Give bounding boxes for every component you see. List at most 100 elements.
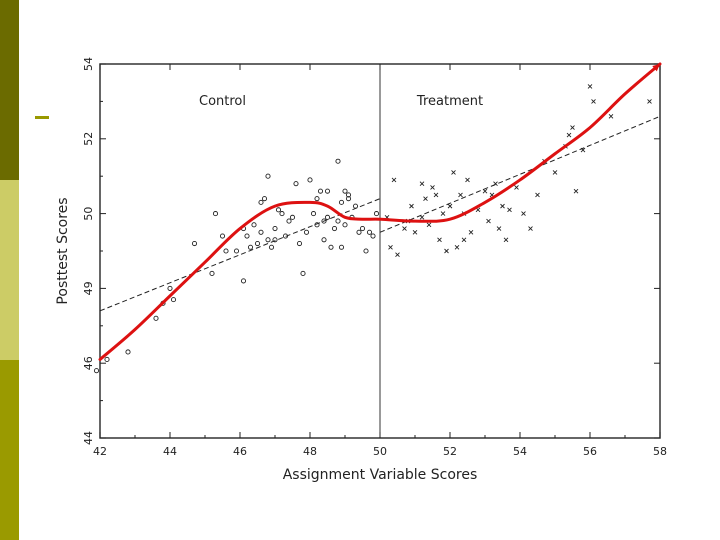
- y-tick-label: 52: [82, 132, 95, 146]
- y-tick-label: 49: [82, 281, 95, 295]
- control-point: [272, 237, 278, 243]
- stripe-top: [0, 0, 19, 180]
- control-point: [293, 181, 299, 187]
- control-point: [335, 158, 341, 164]
- decorative-dash: [35, 116, 49, 119]
- treatment-point: [423, 196, 428, 201]
- control-point: [265, 173, 271, 179]
- x-tick-label: 46: [233, 445, 247, 458]
- control-point: [331, 226, 338, 232]
- control-point: [275, 207, 282, 213]
- treatment-point: [433, 192, 439, 198]
- control-point: [244, 233, 250, 239]
- control-point: [254, 240, 261, 247]
- treatment-point: [419, 215, 425, 220]
- treatment-point: [402, 226, 407, 231]
- control-point: [317, 188, 324, 194]
- treatment-point: [461, 237, 467, 243]
- control-point: [321, 218, 327, 224]
- control-point: [191, 240, 198, 247]
- control-point: [338, 199, 345, 205]
- control-point: [335, 218, 341, 224]
- treatment-point: [647, 99, 652, 104]
- control-point: [104, 356, 110, 363]
- stripe-middle: [0, 180, 19, 360]
- treatment-point: [591, 99, 596, 104]
- treatment-point: [580, 147, 586, 153]
- control-point: [170, 297, 177, 303]
- control-point: [342, 188, 348, 194]
- treatment-point: [447, 203, 453, 209]
- control-point: [328, 244, 334, 250]
- treatment-point: [573, 188, 579, 194]
- control-point: [212, 211, 219, 217]
- x-tick-label: 58: [653, 445, 667, 458]
- y-tick-label: 54: [82, 57, 95, 71]
- treatment-point: [444, 248, 449, 254]
- x-axis-label: Assignment Variable Scores: [283, 467, 478, 483]
- control-point: [261, 196, 268, 202]
- y-tick-label: 44: [82, 431, 95, 445]
- regression-line: [379, 115, 661, 233]
- control-point: [310, 211, 317, 217]
- treatment-point: [507, 207, 512, 213]
- control-point: [321, 237, 327, 243]
- treatment-point: [412, 229, 418, 235]
- control-point: [342, 222, 348, 228]
- control-point: [153, 315, 159, 321]
- control-point: [289, 214, 296, 220]
- x-tick-label: 42: [93, 445, 107, 458]
- regression-line: [99, 198, 381, 312]
- control-point: [314, 222, 320, 228]
- fitted-curve: [98, 62, 662, 361]
- control-point: [265, 237, 271, 243]
- control-point: [338, 244, 345, 250]
- control-point: [247, 244, 254, 250]
- y-tick-label: 50: [82, 207, 95, 221]
- control-point: [363, 248, 369, 254]
- treatment-point: [570, 125, 575, 130]
- treatment-point: [426, 222, 432, 228]
- treatment-point: [535, 192, 540, 198]
- control-point: [251, 222, 257, 228]
- treatment-point: [419, 181, 425, 186]
- control-point: [366, 229, 373, 235]
- y-axis-label: Posttest Scores: [55, 197, 71, 304]
- x-tick-label: 56: [583, 445, 597, 458]
- treatment-point: [451, 170, 456, 175]
- treatment-point: [496, 226, 502, 231]
- control-point: [324, 188, 331, 194]
- x-tick-label: 44: [163, 445, 177, 458]
- treatment-point: [482, 188, 488, 194]
- treatment-point: [440, 211, 446, 216]
- treatment-point: [465, 177, 470, 183]
- x-tick-label: 52: [443, 445, 457, 458]
- control-point: [352, 203, 359, 209]
- treatment-point: [388, 244, 393, 250]
- x-tick-label: 54: [513, 445, 527, 458]
- control-point: [370, 233, 376, 239]
- x-tick-label: 48: [303, 445, 317, 458]
- control-point: [286, 218, 292, 224]
- y-tick-label: 46: [82, 356, 95, 370]
- treatment-point: [458, 192, 463, 198]
- treatment-point: [503, 237, 509, 243]
- control-point: [268, 244, 275, 250]
- treatment-point: [395, 252, 400, 258]
- control-point: [373, 211, 380, 217]
- curve-arrowhead: [652, 64, 660, 72]
- region-label-treatment: Treatment: [416, 94, 483, 109]
- control-point: [233, 248, 240, 254]
- treatment-point: [430, 185, 435, 190]
- control-point: [324, 214, 331, 220]
- treatment-point: [514, 185, 519, 190]
- control-point: [359, 226, 366, 232]
- control-point: [272, 226, 278, 232]
- stripe-bottom: [0, 360, 19, 540]
- treatment-point: [608, 114, 614, 119]
- region-label-control: Control: [199, 94, 246, 109]
- control-point: [209, 270, 215, 276]
- x-tick-label: 50: [373, 445, 387, 458]
- control-point: [314, 196, 320, 202]
